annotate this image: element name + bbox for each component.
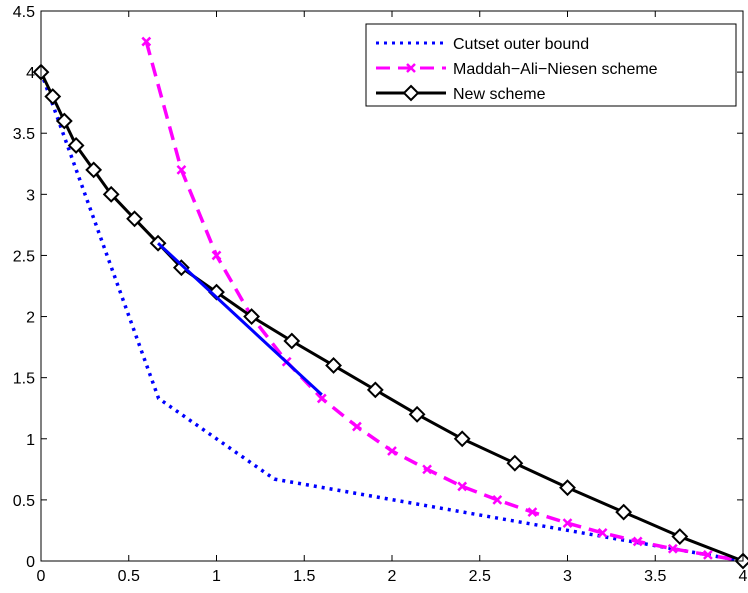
y-tick-label: 3.5 <box>13 126 35 143</box>
y-tick-label: 1.5 <box>13 371 35 388</box>
legend: Cutset outer bound Maddah−Ali−Niesen sche… <box>365 23 737 107</box>
x-tick-label: 3.5 <box>644 568 666 585</box>
series-1-marker <box>211 250 222 261</box>
legend-label-0: Cutset outer bound <box>453 36 589 53</box>
annotations <box>157 242 323 396</box>
legend-label-1: Maddah−Ali−Niesen scheme <box>453 61 658 78</box>
legend-marker-1 <box>406 63 416 73</box>
x-tick-label: 3 <box>563 568 572 585</box>
y-tick-label: 1 <box>26 432 35 449</box>
y-tick-label: 0.5 <box>13 493 35 510</box>
x-tick-label: 2.5 <box>469 568 491 585</box>
y-tick-label: 0 <box>26 554 35 571</box>
legend-label-2: New scheme <box>453 86 546 103</box>
y-tick-label: 4.5 <box>13 4 35 21</box>
series-1-marker <box>597 528 608 538</box>
series-2-marker <box>366 381 384 399</box>
series-1-marker <box>387 446 397 456</box>
y-tick-label: 3 <box>26 187 35 204</box>
series-2-marker <box>615 503 633 521</box>
series-2-marker <box>408 405 426 423</box>
x-tick-label: 0.5 <box>118 568 140 585</box>
series-1-marker <box>422 464 432 475</box>
axis-tick-labels: 0 0.5 1 1.5 2 2.5 3 3.5 4 0 0.5 1 1.5 2 2.5 3 3.5 4 4.5 <box>13 4 748 585</box>
series-line-1 <box>144 41 744 563</box>
series-2-marker <box>671 528 689 545</box>
series-1-marker <box>632 536 643 547</box>
series-2-marker <box>126 210 143 228</box>
series-2-marker <box>453 430 471 448</box>
series-1-marker <box>457 481 468 492</box>
x-tick-label: 1 <box>212 568 221 585</box>
series-1-marker <box>141 36 152 47</box>
series-1-marker <box>527 507 538 517</box>
series-line-0 <box>39 71 744 563</box>
series-markers <box>32 36 748 570</box>
series-2-marker <box>85 161 103 179</box>
y-tick-label: 2.5 <box>13 248 35 265</box>
series-2-marker <box>325 357 342 374</box>
y-tick-label: 4 <box>26 65 35 82</box>
series-2-marker <box>172 259 190 277</box>
annotation-line-0 <box>157 242 323 396</box>
x-tick-label: 4 <box>739 568 748 585</box>
series-1-marker <box>667 543 678 554</box>
series-2-marker <box>559 479 576 497</box>
x-tick-label: 2 <box>388 568 397 585</box>
plot-frame <box>40 10 744 562</box>
series-1-marker <box>176 165 187 175</box>
series-2-marker <box>44 88 62 105</box>
x-tick-label: 1.5 <box>293 568 315 585</box>
series-1-marker <box>703 550 713 560</box>
series-1-marker <box>492 495 503 505</box>
series-2-marker <box>67 137 85 154</box>
x-tick-label: 0 <box>37 568 46 585</box>
series-1-marker <box>562 518 573 528</box>
series-2-marker <box>506 454 524 472</box>
series-2-marker <box>283 332 301 350</box>
series-1-marker <box>352 421 362 432</box>
legend-marker-2 <box>402 84 420 102</box>
series-2-marker <box>102 185 120 203</box>
series-2-marker <box>55 112 73 130</box>
series-2-marker <box>243 308 261 325</box>
series-1-marker <box>316 393 327 404</box>
y-tick-label: 2 <box>26 310 35 327</box>
